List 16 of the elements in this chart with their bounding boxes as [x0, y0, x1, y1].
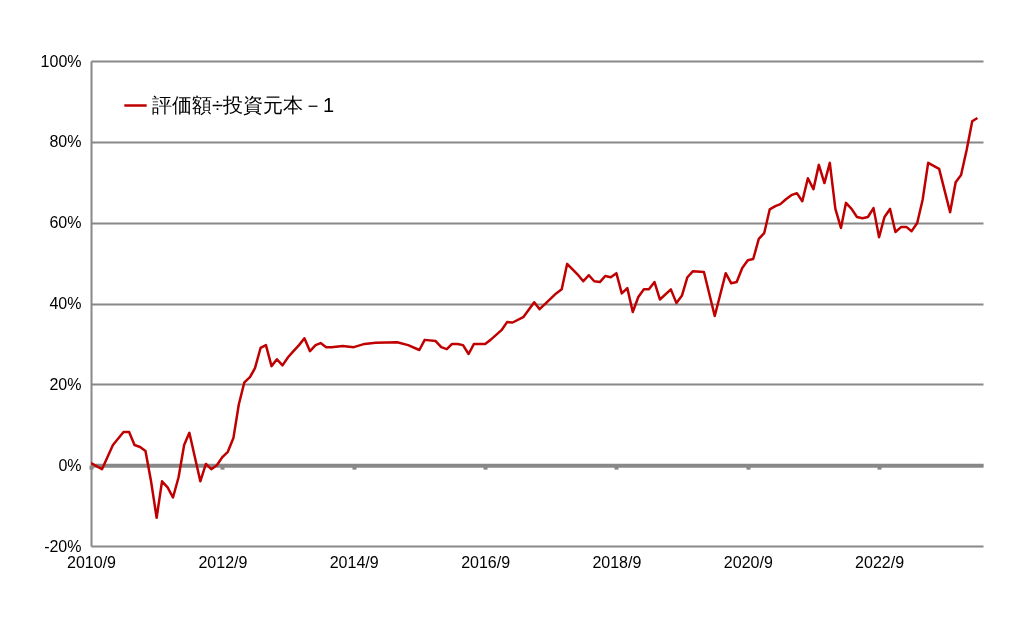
x-tick-label: 2020/9: [723, 553, 773, 571]
x-tick-label: 2016/9: [461, 553, 511, 571]
y-tick-label: -20%: [44, 537, 82, 555]
y-tick-label: 40%: [49, 295, 82, 312]
x-tick-label: 2012/9: [198, 553, 248, 571]
y-tick-label: 0%: [58, 456, 82, 474]
y-tick-label: 80%: [49, 133, 82, 151]
x-tick-label: 2010/9: [67, 553, 117, 571]
legend-label: 評価額÷投資元本－1: [152, 93, 335, 116]
line-series: [91, 116, 979, 519]
x-tick-label: 2014/9: [329, 553, 379, 571]
y-tick-label: 20%: [49, 375, 82, 393]
x-tick-label: 2018/9: [592, 553, 642, 571]
y-tick-label: 100%: [40, 52, 82, 70]
y-tick-label: 60%: [49, 214, 82, 232]
x-tick-label: 2022/9: [855, 553, 905, 571]
